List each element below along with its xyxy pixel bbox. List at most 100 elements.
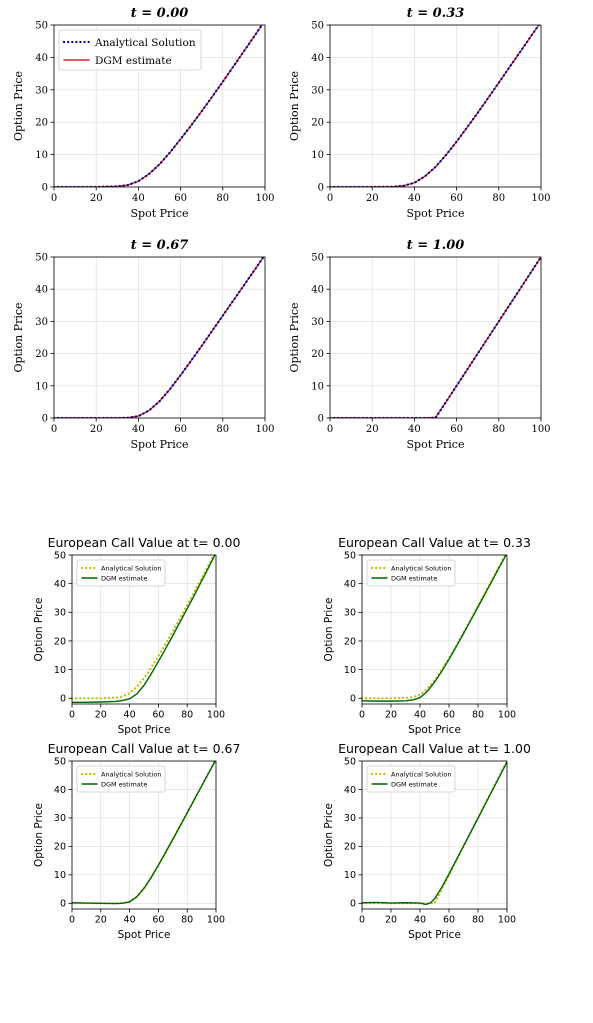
legend: Analytical Solution DGM estimate xyxy=(58,29,202,71)
series-line-dgm-estimate xyxy=(330,25,540,187)
x-tick-label: 80 xyxy=(492,424,505,435)
axes-frame xyxy=(361,554,508,705)
x-tick-label: 40 xyxy=(408,424,421,435)
y-tick-label: 50 xyxy=(35,21,48,32)
x-tick-label: 100 xyxy=(498,710,516,721)
y-tick-label: 10 xyxy=(311,381,324,392)
y-tick-label: 30 xyxy=(35,85,48,96)
chart-title: European Call Value at t= 0.67 xyxy=(48,741,241,756)
legend-label: DGM estimate xyxy=(101,575,147,583)
y-tick-label: 0 xyxy=(42,414,48,425)
legend: Analytical Solution DGM estimate xyxy=(366,765,456,793)
series-line-analytical-solution xyxy=(330,25,541,187)
x-tick-label: 0 xyxy=(327,424,333,435)
plot-area xyxy=(72,555,216,703)
x-tick-label: 0 xyxy=(327,193,333,204)
y-tick-label: 20 xyxy=(54,842,66,853)
y-tick-label: 30 xyxy=(344,813,356,824)
y-tick-label: 40 xyxy=(35,285,48,296)
plot-area xyxy=(362,761,507,906)
y-tick-label: 10 xyxy=(344,665,356,676)
series-line-analytical-solution xyxy=(330,257,541,418)
y-axis-label: Option Price xyxy=(12,71,25,141)
y-tick-label: 20 xyxy=(344,842,356,853)
legend: Analytical Solution DGM estimate xyxy=(76,559,166,587)
x-tick-label: 60 xyxy=(174,424,187,435)
x-tick-label: 80 xyxy=(181,915,193,926)
axes-frame xyxy=(53,256,266,419)
chart-title: t = 0.33 xyxy=(407,6,465,21)
legend-label: Analytical Solution xyxy=(391,771,451,779)
x-tick-label: 0 xyxy=(51,424,57,435)
x-axis-label: Spot Price xyxy=(407,207,465,220)
y-axis-label: Option Price xyxy=(288,302,301,372)
x-axis-label: Spot Price xyxy=(118,724,171,736)
series-line-analytical-solution xyxy=(54,25,264,187)
x-tick-label: 20 xyxy=(385,915,397,926)
y-tick-label: 50 xyxy=(54,550,66,561)
x-tick-label: 60 xyxy=(443,710,455,721)
legend-label: Analytical Solution xyxy=(101,771,161,779)
chart-panel-1: 0 20 40 60 80 100 0 10 20 30 40 50 Spot Price Option … xyxy=(12,6,275,220)
chart-panel-7: 0 20 40 60 80 100 0 10 20 30 40 50 Spot Price Option … xyxy=(33,741,240,941)
legend-box xyxy=(76,559,166,587)
chart-title: t = 0.67 xyxy=(131,238,189,253)
x-tick-label: 20 xyxy=(95,915,107,926)
legend-box xyxy=(366,559,456,587)
legend-label: Analytical Solution xyxy=(391,565,451,573)
y-tick-label: 40 xyxy=(311,285,324,296)
x-tick-label: 100 xyxy=(531,193,550,204)
x-tick-label: 40 xyxy=(408,193,421,204)
x-tick-label: 80 xyxy=(216,424,229,435)
legend-box xyxy=(366,765,456,793)
y-tick-label: 10 xyxy=(54,870,66,881)
chart-panel-6: 0 20 40 60 80 100 0 10 20 30 40 50 Spot Price Option … xyxy=(323,535,531,736)
chart-panel-2: 0 20 40 60 80 100 0 10 20 30 40 50 Spot Price Option … xyxy=(288,6,551,220)
y-tick-label: 10 xyxy=(35,150,48,161)
x-tick-label: 40 xyxy=(414,915,426,926)
legend-label: Analytical Solution xyxy=(94,37,196,49)
x-tick-label: 100 xyxy=(255,193,274,204)
chart-title: t = 1.00 xyxy=(407,238,465,253)
y-tick-label: 50 xyxy=(344,550,356,561)
x-axis-label: Spot Price xyxy=(131,207,189,220)
chart-panel-5: 0 20 40 60 80 100 0 10 20 30 40 50 Spot Price Option … xyxy=(33,535,240,736)
plot-area xyxy=(54,25,264,187)
chart-title: European Call Value at t= 1.00 xyxy=(338,741,531,756)
x-tick-label: 0 xyxy=(359,710,365,721)
legend: Analytical Solution DGM estimate xyxy=(366,559,456,587)
plot-area xyxy=(72,761,216,905)
y-tick-label: 20 xyxy=(35,349,48,360)
axes-frame xyxy=(71,760,217,910)
y-tick-label: 40 xyxy=(311,53,324,64)
y-tick-label: 30 xyxy=(344,608,356,619)
legend-label: Analytical Solution xyxy=(101,565,161,573)
y-axis-label: Option Price xyxy=(323,803,335,867)
y-tick-label: 0 xyxy=(350,694,356,705)
x-tick-label: 80 xyxy=(472,915,484,926)
y-axis-label: Option Price xyxy=(33,803,45,867)
x-tick-label: 40 xyxy=(414,710,426,721)
x-tick-label: 20 xyxy=(366,193,379,204)
chart-panel-8: 0 20 40 60 80 100 0 10 20 30 40 50 Spot Price Option … xyxy=(323,741,531,941)
y-tick-label: 40 xyxy=(54,785,66,796)
chart-panel-3: 0 20 40 60 80 100 0 10 20 30 40 50 Spot Price Option … xyxy=(12,238,275,451)
axes-frame xyxy=(53,24,266,188)
plot-area xyxy=(362,555,507,702)
y-tick-label: 40 xyxy=(35,53,48,64)
y-tick-label: 30 xyxy=(35,317,48,328)
x-tick-label: 40 xyxy=(132,424,145,435)
y-tick-label: 50 xyxy=(54,756,66,767)
x-tick-label: 20 xyxy=(90,424,103,435)
chart-title: t = 0.00 xyxy=(131,6,189,21)
x-tick-label: 40 xyxy=(124,710,136,721)
y-tick-label: 40 xyxy=(344,785,356,796)
series-line-dgm-estimate xyxy=(330,257,541,418)
y-tick-label: 0 xyxy=(318,183,324,194)
legend-label: DGM estimate xyxy=(101,781,147,789)
x-tick-label: 20 xyxy=(90,193,103,204)
y-tick-label: 40 xyxy=(54,579,66,590)
y-tick-label: 10 xyxy=(311,150,324,161)
y-tick-label: 0 xyxy=(42,183,48,194)
plot-area xyxy=(54,257,265,418)
